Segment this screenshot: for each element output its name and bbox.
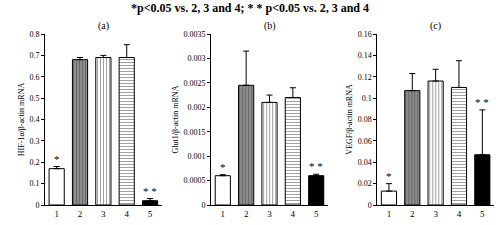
svg-text:*: *	[386, 170, 392, 182]
svg-text:5: 5	[314, 209, 319, 219]
svg-text:1: 1	[54, 209, 59, 219]
svg-text:4: 4	[291, 209, 296, 219]
svg-text:0.02: 0.02	[358, 179, 372, 188]
svg-text:0.2: 0.2	[29, 158, 39, 167]
svg-text:2: 2	[78, 209, 83, 219]
svg-text:3: 3	[433, 209, 438, 219]
svg-text:0.0025: 0.0025	[184, 79, 206, 88]
svg-text:(c): (c)	[430, 20, 441, 32]
svg-text:1: 1	[387, 209, 392, 219]
svg-text:HIF-1α/β-actin mRNA: HIF-1α/β-actin mRNA	[17, 83, 26, 157]
svg-text:*: *	[54, 153, 60, 165]
svg-text:0.14: 0.14	[358, 51, 372, 60]
svg-text:0.1: 0.1	[362, 94, 372, 103]
svg-text:0.4: 0.4	[29, 115, 39, 124]
svg-text:0.08: 0.08	[358, 115, 372, 124]
svg-text:0.001: 0.001	[188, 152, 206, 161]
svg-text:VEGF/β-actin mRNA: VEGF/β-actin mRNA	[345, 84, 354, 155]
svg-text:0.7: 0.7	[29, 51, 39, 60]
svg-text:0.8: 0.8	[29, 30, 39, 39]
svg-text:0.3: 0.3	[29, 137, 39, 146]
svg-text:0.6: 0.6	[29, 73, 39, 82]
svg-text:0.06: 0.06	[358, 137, 372, 146]
svg-text:2: 2	[410, 209, 415, 219]
svg-text:(a): (a)	[98, 20, 109, 32]
svg-text:0.5: 0.5	[29, 94, 39, 103]
svg-text:5: 5	[148, 209, 153, 219]
svg-text:2: 2	[244, 209, 249, 219]
svg-text:0.16: 0.16	[358, 30, 372, 39]
svg-text:3: 3	[267, 209, 272, 219]
svg-text:Glut1/β-actin mRNA: Glut1/β-actin mRNA	[171, 85, 180, 153]
svg-text:0.04: 0.04	[358, 158, 372, 167]
svg-text:* *: * *	[143, 185, 157, 197]
svg-text:0.1: 0.1	[29, 179, 39, 188]
svg-text:0: 0	[202, 201, 206, 210]
svg-text:0.002: 0.002	[188, 103, 206, 112]
svg-text:4: 4	[124, 209, 129, 219]
svg-text:1: 1	[221, 209, 226, 219]
svg-text:0.12: 0.12	[358, 73, 372, 82]
svg-text:*p<0.05 vs. 2, 3 and 4; * * p<: *p<0.05 vs. 2, 3 and 4; * * p<0.05 vs. 2…	[131, 1, 369, 15]
svg-text:* *: * *	[475, 96, 489, 108]
svg-text:0: 0	[368, 201, 372, 210]
svg-text:0: 0	[35, 201, 39, 210]
svg-text:*: *	[220, 161, 226, 173]
svg-text:(b): (b)	[264, 20, 276, 32]
svg-text:4: 4	[457, 209, 462, 219]
svg-text:5: 5	[480, 209, 485, 219]
svg-text:0.0015: 0.0015	[184, 128, 206, 137]
svg-text:0.003: 0.003	[188, 54, 206, 63]
svg-text:* *: * *	[309, 160, 323, 172]
svg-text:3: 3	[101, 209, 106, 219]
svg-text:0.0035: 0.0035	[184, 30, 206, 39]
svg-text:0.0005: 0.0005	[184, 176, 206, 185]
